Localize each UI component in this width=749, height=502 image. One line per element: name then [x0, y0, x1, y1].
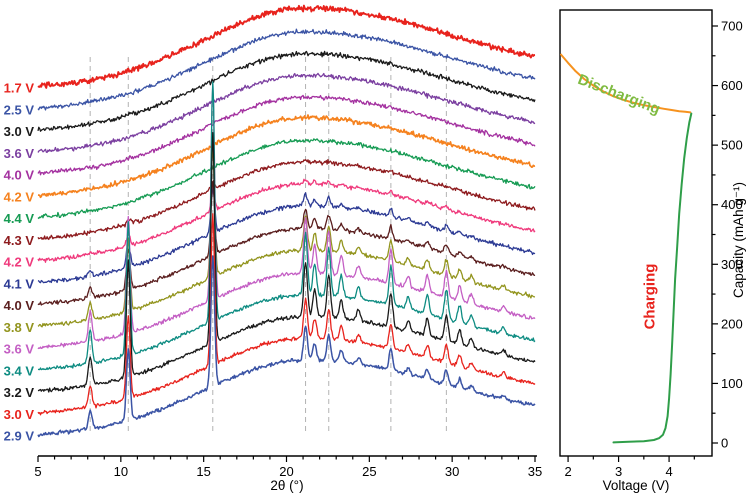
vc-frame	[559, 9, 713, 457]
xrd-curve	[37, 72, 536, 154]
voltage-label: 1.7 V	[4, 81, 35, 96]
xrd-tick-label: 35	[528, 464, 542, 479]
vc-xtick-label: 3	[615, 464, 622, 479]
voltage-label: 3.6 V	[4, 146, 35, 161]
xrd-curve	[37, 81, 536, 371]
vc-ytick-label: 400	[721, 197, 743, 212]
voltage-label: 4.0 V	[4, 298, 35, 313]
xrd-curve	[37, 213, 536, 416]
vc-ytick-label: 600	[721, 78, 743, 93]
voltage-label: 2.5 V	[4, 102, 35, 117]
xrd-tick-label: 20	[279, 464, 293, 479]
voltage-label: 4.2 V	[4, 189, 35, 204]
vc-yaxis-title: Capacity (mAh g⁻¹)	[731, 182, 746, 298]
xrd-curve	[37, 178, 536, 263]
xrd-curve	[37, 255, 536, 438]
xrd-curve	[37, 159, 536, 241]
vc-ytick-label: 300	[721, 257, 743, 272]
xrd-curve	[37, 50, 536, 132]
voltage-label: 3.8 V	[4, 320, 35, 335]
xrd-tick-label: 10	[114, 464, 128, 479]
voltage-label: 4.1 V	[4, 276, 35, 291]
voltage-label: 2.9 V	[4, 429, 35, 444]
xrd-curve	[37, 131, 536, 393]
vc-ytick-label: 500	[721, 138, 743, 153]
voltage-label: 3.0 V	[4, 407, 35, 422]
vc-ytick-label: 200	[721, 316, 743, 331]
voltage-label: 4.0 V	[4, 168, 35, 183]
vc-xaxis-title: Voltage (V)	[602, 478, 670, 493]
xrd-xaxis-title: 2θ (°)	[270, 478, 304, 493]
xrd-curve	[37, 28, 536, 111]
xrd-curve	[37, 4, 536, 89]
charging-annotation: Charging	[641, 263, 659, 330]
xrd-tick-label: 25	[362, 464, 376, 479]
xrd-curve	[37, 147, 536, 328]
voltage-label: 3.2 V	[4, 385, 35, 400]
vc-ytick-label: 700	[721, 19, 743, 34]
xrd-curve	[37, 188, 536, 284]
vc-ytick-label: 0	[721, 436, 728, 451]
xrd-tick-label: 15	[196, 464, 210, 479]
xrd-curve	[37, 94, 536, 176]
xrd-curve	[37, 114, 536, 199]
voltage-label: 4.2 V	[4, 255, 35, 270]
voltage-label: 4.4 V	[4, 211, 35, 226]
vc-ytick-label: 100	[721, 376, 743, 391]
xrd-curve	[37, 82, 536, 350]
voltage-label: 3.6 V	[4, 342, 35, 357]
vc-xtick-label: 4	[665, 464, 672, 479]
voltage-label: 3.0 V	[4, 124, 35, 139]
xrd-tick-label: 30	[445, 464, 459, 479]
xrd-curve	[37, 138, 536, 220]
xrd-tick-label: 5	[34, 464, 41, 479]
xrd-curve	[37, 181, 536, 306]
charging-curve	[612, 112, 693, 444]
voltage-label: 3.4 V	[4, 363, 35, 378]
vc-xtick-label: 2	[564, 464, 571, 479]
voltage-label: 4.3 V	[4, 233, 35, 248]
discharging-curve	[560, 53, 692, 114]
